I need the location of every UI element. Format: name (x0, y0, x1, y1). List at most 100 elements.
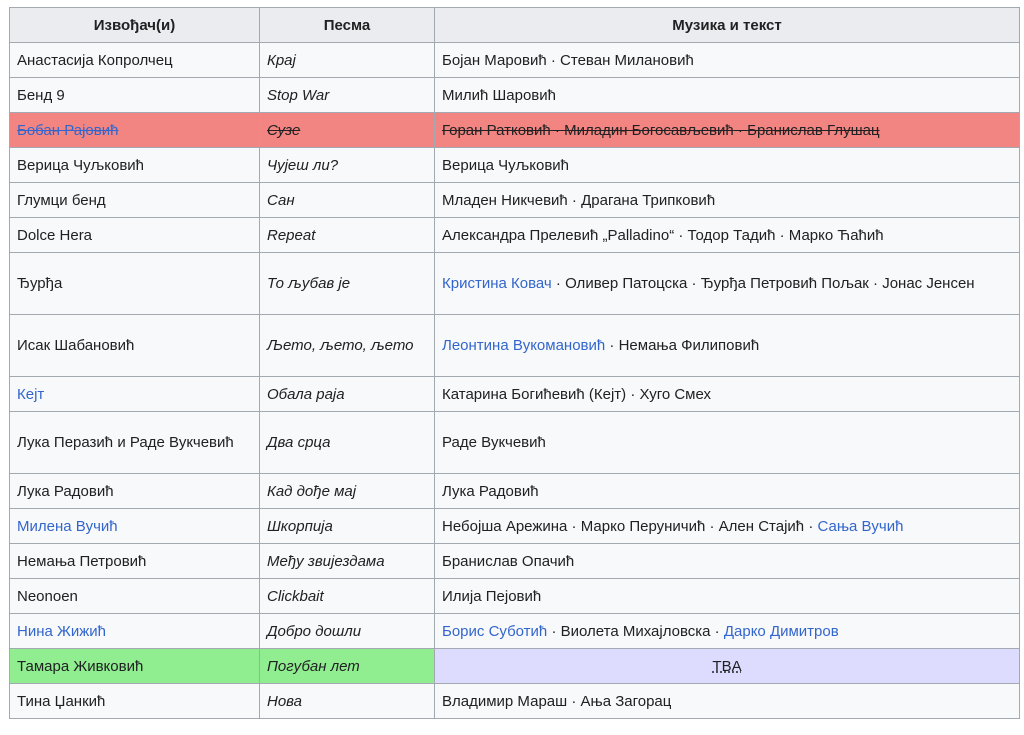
artist-cell: Бенд 9 (9, 77, 260, 113)
artist-cell: Бобан Рајовић (9, 112, 260, 148)
credit-separator: · (550, 121, 565, 139)
credit-separator: · (868, 275, 883, 292)
table-row: Лука Радовић Кад дође мај Лука Радовић (9, 473, 1020, 509)
artist-cell: Верица Чуљковић (9, 147, 260, 183)
credits-cell: Верица Чуљковић (434, 147, 1020, 183)
credits-cell: Бојан Маровић · Стеван Милановић (434, 42, 1020, 78)
credit-separator: · (626, 385, 640, 403)
entries-table: Извођач(и) Песма Музика и текст Анастаси… (9, 7, 1020, 719)
credits-cell: Леонтина Вукомановић · Немања Филиповић (434, 314, 1020, 377)
credit-name: Јонас Јенсен (882, 275, 975, 292)
credit-name: Виолета Михајловска (560, 622, 711, 640)
credit-name: Драгана Трипковић (581, 191, 716, 209)
song-cell: Кад дође мај (259, 473, 435, 509)
artist-cell: Милена Вучић (9, 508, 260, 544)
credit-separator: · (547, 622, 561, 640)
credit-link[interactable]: Дарко Димитров (723, 622, 839, 640)
credit-separator: · (804, 517, 818, 535)
credit-name: Марко Перуничић (580, 517, 706, 535)
credit-name: Младен Никчевић (442, 191, 568, 209)
credits-cell: Бранислав Опачић (434, 543, 1020, 579)
credit-link[interactable]: Кристина Ковач (442, 275, 552, 292)
table-row-withdrawn: Бобан Рајовић Сузе Горан Ратковић · Мила… (9, 112, 1020, 148)
song-cell: Stop War (259, 77, 435, 113)
table-row: Кејт Обала раја Катарина Богићевић (Кејт… (9, 376, 1020, 412)
table-row: Немања Петровић Међу звијездама Бранисла… (9, 543, 1020, 579)
artist-link[interactable]: Бобан Рајовић (17, 121, 119, 139)
credits-tba-cell: TBA (434, 648, 1020, 684)
credit-separator: · (567, 692, 581, 710)
artist-link[interactable]: Нина Жижић (17, 622, 106, 640)
song-cell: Сузе (259, 112, 435, 148)
credit-name: Раде Вукчевић (442, 434, 546, 451)
credit-name: Ђурђа Петровић Пољак (700, 275, 869, 292)
credit-separator: · (605, 337, 619, 354)
credits-cell: Милић Шаровић (434, 77, 1020, 113)
credit-separator: · (710, 622, 724, 640)
credit-name: Ања Загорац (580, 692, 672, 710)
table-row: Dolce Hera Repeat Александра Прелевић „P… (9, 217, 1020, 253)
artist-link[interactable]: Милена Вучић (17, 517, 118, 535)
credit-name: Владимир Мараш (442, 692, 568, 710)
song-cell: Шкорпија (259, 508, 435, 544)
artist-cell: Лука Радовић (9, 473, 260, 509)
table-row: Ђурђа То љубав је Кристина Ковач · Оливе… (9, 252, 1020, 315)
song-cell: Међу звијездама (259, 543, 435, 579)
credit-name: Милић Шаровић (442, 86, 556, 104)
credit-name: Илија Пејовић (442, 587, 542, 605)
header-song: Песма (259, 7, 435, 43)
table-row: Нина Жижић Добро дошли Борис Суботић · В… (9, 613, 1020, 649)
credit-separator: · (705, 517, 719, 535)
artist-cell: Neonoen (9, 578, 260, 614)
entries-table-wrapper: Извођач(и) Песма Музика и текст Анастаси… (9, 7, 1020, 719)
song-cell: Обала раја (259, 376, 435, 412)
artist-cell: Исак Шабановић (9, 314, 260, 377)
artist-link[interactable]: Кејт (17, 385, 45, 403)
table-row: Neonoen Clickbait Илија Пејовић (9, 578, 1020, 614)
table-row: Бенд 9 Stop War Милић Шаровић (9, 77, 1020, 113)
artist-cell: Немања Петровић (9, 543, 260, 579)
credit-name: Бојан Маровић (442, 51, 547, 69)
song-title: Сузе (267, 121, 301, 139)
table-row: Анастасија Копролчец Крај Бојан Маровић … (9, 42, 1020, 78)
credit-name: Марко Ћаћић (788, 226, 884, 244)
table-row-winner: Тамара Живковић Погубан лет TBA (9, 648, 1020, 684)
song-cell: Два срца (259, 411, 435, 474)
song-cell: Чујеш ли? (259, 147, 435, 183)
credits-cell: Горан Ратковић · Миладин Богосављевић · … (434, 112, 1020, 148)
credit-link[interactable]: Леонтина Вукомановић (442, 337, 606, 354)
credit-name: Немања Филиповић (618, 337, 760, 354)
song-cell: То љубав је (259, 252, 435, 315)
artist-cell: Лука Перазић и Раде Вукчевић (9, 411, 260, 474)
credit-name: Горан Ратковић (442, 121, 551, 139)
credits-cell: Илија Пејовић (434, 578, 1020, 614)
credit-name: Оливер Патоцска (565, 275, 688, 292)
song-cell: Љето, љето, љето (259, 314, 435, 377)
credits-cell: Владимир Мараш · Ања Загорац (434, 683, 1020, 719)
header-row: Извођач(и) Песма Музика и текст (9, 7, 1020, 43)
credits-cell: Лука Радовић (434, 473, 1020, 509)
table-row: Тина Џанкић Нова Владимир Мараш · Ања За… (9, 683, 1020, 719)
credit-name: Ален Стајић (718, 517, 805, 535)
credit-separator: · (775, 226, 789, 244)
credit-name: Тодор Тадић (687, 226, 776, 244)
tba-abbreviation: TBA (712, 657, 742, 675)
credit-name: Стеван Милановић (560, 51, 694, 69)
credit-separator: · (567, 517, 581, 535)
artist-cell: Тамара Живковић (9, 648, 260, 684)
credits-cell: Раде Вукчевић (434, 411, 1020, 474)
credit-name: Александра Прелевић „Palladino“ (442, 226, 675, 244)
song-cell: Сан (259, 182, 435, 218)
credit-name: Бранислав Глушац (747, 121, 880, 139)
credit-link[interactable]: Борис Суботић (442, 622, 548, 640)
artist-cell: Кејт (9, 376, 260, 412)
credit-separator: · (551, 275, 566, 292)
credits-cell: Небојша Арежина · Марко Перуничић · Ален… (434, 508, 1020, 544)
credit-link[interactable]: Сања Вучић (817, 517, 904, 535)
credit-separator: · (546, 51, 561, 69)
credit-name: Лука Радовић (442, 482, 539, 500)
song-cell: Добро дошли (259, 613, 435, 649)
table-row: Милена Вучић Шкорпија Небојша Арежина · … (9, 508, 1020, 544)
header-artist: Извођач(и) (9, 7, 260, 43)
song-cell: Repeat (259, 217, 435, 253)
